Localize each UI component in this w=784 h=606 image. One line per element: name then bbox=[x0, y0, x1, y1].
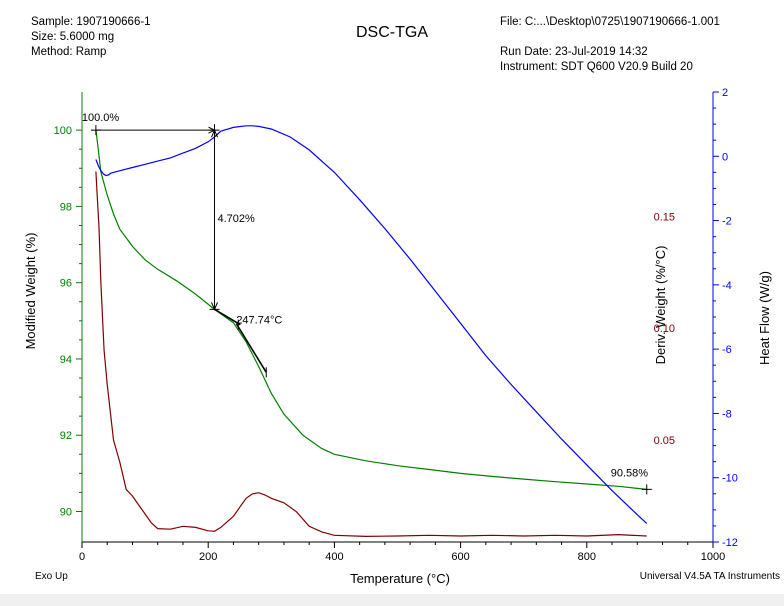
left-axis-label: Modified Weight (%) bbox=[23, 233, 38, 350]
heat-tick-label-4: -4 bbox=[722, 280, 732, 292]
left-tick-label-96: 96 bbox=[60, 278, 72, 290]
left-tick-label-98: 98 bbox=[60, 201, 72, 213]
bottom-strip bbox=[0, 594, 784, 606]
heat-tick-label-7: 2 bbox=[722, 87, 728, 99]
x-tick-label-200: 200 bbox=[199, 551, 217, 563]
deriv-tick-label-2: 0.15 bbox=[654, 211, 675, 223]
heat-flow-curve bbox=[95, 125, 648, 524]
instrument: Instrument: SDT Q600 V20.9 Build 20 bbox=[500, 61, 693, 73]
x-axis-label: Temperature (°C) bbox=[350, 571, 450, 586]
x-tick-label-400: 400 bbox=[325, 551, 343, 563]
deriv-axis-label: Deriv. Weight (%/°C) bbox=[653, 246, 668, 365]
annotation-weight-loss: 4.702% bbox=[218, 213, 256, 225]
heat-tick-label-6: 0 bbox=[722, 151, 728, 163]
deriv-weight-curve bbox=[95, 171, 647, 538]
left-tick-label-92: 92 bbox=[60, 430, 72, 442]
deriv-tick-label-0: 0.05 bbox=[654, 435, 675, 447]
chart-title: DSC-TGA bbox=[356, 24, 428, 41]
sample-size: Size: 5.6000 mg bbox=[31, 31, 115, 43]
file-path: File: C:...\Desktop\0725\1907190666-1.00… bbox=[500, 16, 720, 28]
heat-tick-label-1: -10 bbox=[722, 473, 738, 485]
x-tick-label-0: 0 bbox=[79, 551, 85, 563]
sample-name: Sample: 1907190666-1 bbox=[31, 16, 151, 28]
heat-tick-label-2: -8 bbox=[722, 408, 732, 420]
heat-flow-axis-label: Heat Flow (W/g) bbox=[757, 271, 772, 365]
onset-tangent-1 bbox=[214, 308, 241, 326]
annotation-final-weight: 90.58% bbox=[611, 467, 649, 479]
method: Method: Ramp bbox=[31, 46, 107, 58]
heat-tick-label-5: -2 bbox=[722, 216, 732, 228]
heat-tick-label-0: -12 bbox=[722, 537, 738, 549]
arrowhead-up bbox=[211, 128, 218, 138]
annotation-onset-temp: 247.74°C bbox=[236, 315, 282, 327]
heat-tick-label-3: -6 bbox=[722, 344, 732, 356]
x-tick-label-800: 800 bbox=[578, 551, 596, 563]
weight-curve bbox=[95, 130, 647, 490]
x-tick-label-600: 600 bbox=[451, 551, 469, 563]
onset-tangent-2 bbox=[235, 323, 267, 373]
exo-up-label: Exo Up bbox=[35, 571, 68, 582]
annotation-start-weight: 100.0% bbox=[82, 112, 120, 124]
left-tick-label-94: 94 bbox=[60, 354, 72, 366]
x-tick-label-1000: 1000 bbox=[701, 551, 725, 563]
run-date: Run Date: 23-Jul-2019 14:32 bbox=[500, 46, 648, 58]
software-version: Universal V4.5A TA Instruments bbox=[640, 571, 780, 582]
left-tick-label-90: 90 bbox=[60, 506, 72, 518]
deriv-tick-label-1: 0.10 bbox=[654, 323, 675, 335]
left-tick-label-100: 100 bbox=[54, 125, 72, 137]
